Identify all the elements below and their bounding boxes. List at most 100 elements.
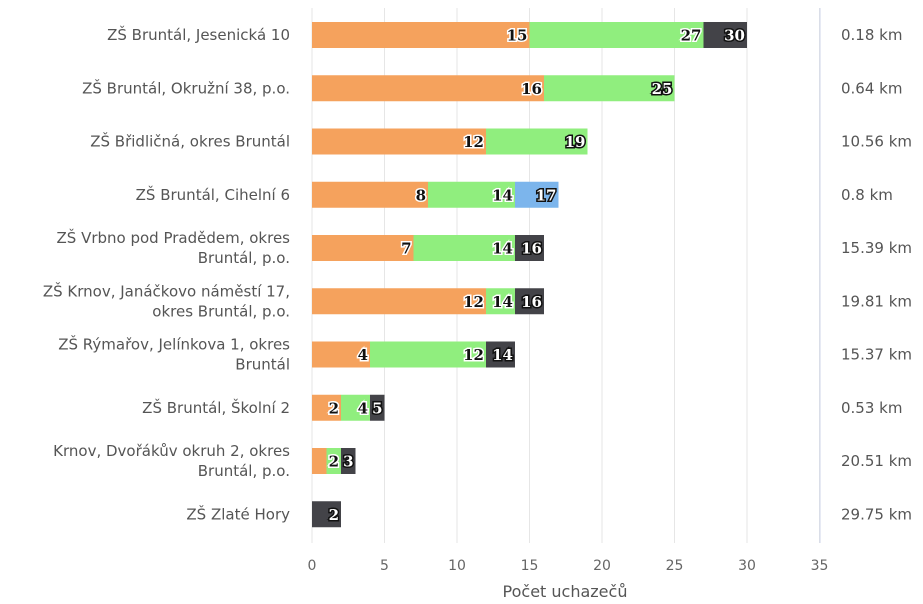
value-label: 16 bbox=[521, 80, 542, 98]
value-label: 5 bbox=[372, 399, 382, 417]
value-label: 2 bbox=[329, 506, 339, 524]
value-label: 14 bbox=[492, 346, 513, 364]
bar-segment bbox=[312, 128, 486, 155]
bar-segment bbox=[312, 501, 341, 528]
bar-segment bbox=[413, 235, 515, 261]
value-label: 12 bbox=[463, 346, 484, 364]
value-label: 12 bbox=[463, 293, 484, 311]
bar-segment bbox=[486, 341, 515, 368]
bar-segment bbox=[486, 288, 515, 315]
bar-segment bbox=[529, 22, 704, 48]
category-label: Krnov, Dvořákův okruh 2, okres Bruntál, p… bbox=[53, 442, 290, 480]
value-label: 14 bbox=[492, 293, 513, 311]
bar-segment bbox=[515, 288, 544, 315]
category-label-line: okres Bruntál, p.o. bbox=[152, 302, 290, 320]
bar-segment bbox=[312, 288, 486, 315]
bar-segment bbox=[312, 448, 327, 474]
x-tick-labels: 0 5 10 15 20 25 30 35 bbox=[308, 558, 829, 574]
category-label: ZŠ Zlaté Hory bbox=[186, 504, 290, 523]
bar-segment bbox=[312, 75, 544, 102]
category-label-line: Krnov, Dvořákův okruh 2, okres bbox=[53, 442, 290, 460]
category-label-line: ZŠ Bruntál, Okružní 38, p.o. bbox=[82, 78, 290, 97]
category-label-line: Bruntál, p.o. bbox=[198, 249, 290, 267]
value-label: 17 bbox=[536, 186, 557, 204]
category-label-line: ZŠ Bruntál, Cihelní 6 bbox=[136, 185, 290, 204]
value-label: 7 bbox=[401, 240, 411, 258]
bar-segment bbox=[341, 448, 356, 474]
value-label: 15 bbox=[507, 27, 528, 45]
value-label: 14 bbox=[492, 186, 513, 204]
bar-segment bbox=[515, 181, 559, 208]
x-tick-label: 0 bbox=[308, 558, 317, 574]
distance-label: 15.37 km bbox=[841, 346, 912, 364]
value-label: 4 bbox=[358, 399, 368, 417]
bar-segment bbox=[486, 128, 588, 155]
category-label-line: ZŠ Bruntál, Školní 2 bbox=[142, 398, 290, 417]
value-label: 8 bbox=[416, 186, 426, 204]
category-label: ZŠ Vrbno pod Pradědem, okres Bruntál, p.o… bbox=[57, 228, 291, 267]
value-label: 25 bbox=[652, 80, 673, 98]
distance-labels: 0.18 km 0.64 km 10.56 km 0.8 km 15.39 km 19.8… bbox=[841, 26, 912, 523]
x-tick-label: 35 bbox=[811, 558, 829, 574]
value-label: 27 bbox=[681, 27, 702, 45]
category-label: ZŠ Bruntál, Okružní 38, p.o. bbox=[82, 78, 290, 97]
bar-segment bbox=[341, 394, 370, 421]
value-label: 19 bbox=[565, 133, 586, 151]
value-label: 2 bbox=[329, 453, 339, 471]
category-label: ZŠ Krnov, Janáčkovo náměstí 17, okres Bru… bbox=[43, 281, 290, 320]
category-label: ZŠ Bruntál, Školní 2 bbox=[142, 398, 290, 417]
bar-segment bbox=[515, 235, 544, 261]
bar-segment bbox=[312, 22, 530, 48]
value-label: 3 bbox=[343, 453, 353, 471]
bar-segment bbox=[370, 341, 486, 368]
value-label: 14 bbox=[492, 240, 513, 258]
category-labels: ZŠ Bruntál, Jesenická 10 ZŠ Bruntál, Okru… bbox=[43, 25, 290, 523]
x-tick-label: 5 bbox=[380, 558, 389, 574]
x-tick-label: 10 bbox=[448, 558, 466, 574]
bar-segment bbox=[312, 341, 370, 368]
value-label: 2 bbox=[329, 399, 339, 417]
x-tick-label: 15 bbox=[521, 558, 539, 574]
category-label: ZŠ Rýmařov, Jelínkova 1, okres Bruntál bbox=[58, 335, 290, 374]
category-label-line: ZŠ Břidličná, okres Bruntál bbox=[90, 132, 290, 151]
category-label: ZŠ Bruntál, Jesenická 10 bbox=[107, 25, 290, 44]
category-label-line: ZŠ Rýmařov, Jelínkova 1, okres bbox=[58, 335, 290, 354]
x-axis-title: Počet uchazečů bbox=[503, 582, 628, 601]
category-label-line: ZŠ Krnov, Janáčkovo náměstí 17, bbox=[43, 281, 290, 300]
distance-label: 15.39 km bbox=[841, 239, 912, 257]
category-label-line: Bruntál, p.o. bbox=[198, 462, 290, 480]
bar-segment bbox=[326, 448, 341, 474]
x-tick-label: 25 bbox=[666, 558, 684, 574]
bar-segment bbox=[312, 235, 414, 261]
distance-label: 0.18 km bbox=[841, 26, 902, 44]
x-tick-label: 20 bbox=[593, 558, 611, 574]
category-label-line: ZŠ Bruntál, Jesenická 10 bbox=[107, 25, 290, 44]
value-label: 16 bbox=[521, 240, 542, 258]
category-label-line: ZŠ Zlaté Hory bbox=[186, 504, 290, 523]
value-label: 4 bbox=[358, 346, 368, 364]
distance-label: 10.56 km bbox=[841, 133, 912, 151]
distance-label: 0.64 km bbox=[841, 79, 902, 97]
x-tick-label: 30 bbox=[738, 558, 756, 574]
bar-segment bbox=[312, 394, 341, 421]
value-label: 16 bbox=[521, 293, 542, 311]
bar-segment bbox=[370, 394, 385, 421]
value-label: 30 bbox=[724, 27, 745, 45]
category-label-line: Bruntál bbox=[235, 356, 290, 374]
distance-label: 0.53 km bbox=[841, 399, 902, 417]
bar-segment bbox=[703, 22, 747, 48]
distance-label: 29.75 km bbox=[841, 505, 912, 523]
bar-segment bbox=[428, 181, 515, 208]
category-label: ZŠ Bruntál, Cihelní 6 bbox=[136, 185, 290, 204]
value-label: 12 bbox=[463, 133, 484, 151]
bar-segment bbox=[312, 181, 428, 208]
bars bbox=[312, 22, 747, 528]
category-label-line: ZŠ Vrbno pod Pradědem, okres bbox=[57, 228, 291, 247]
distance-label: 19.81 km bbox=[841, 292, 912, 310]
bar-segment bbox=[544, 75, 675, 102]
distance-label: 0.8 km bbox=[841, 186, 893, 204]
category-label: ZŠ Břidličná, okres Bruntál bbox=[90, 132, 290, 151]
distance-label: 20.51 km bbox=[841, 452, 912, 470]
